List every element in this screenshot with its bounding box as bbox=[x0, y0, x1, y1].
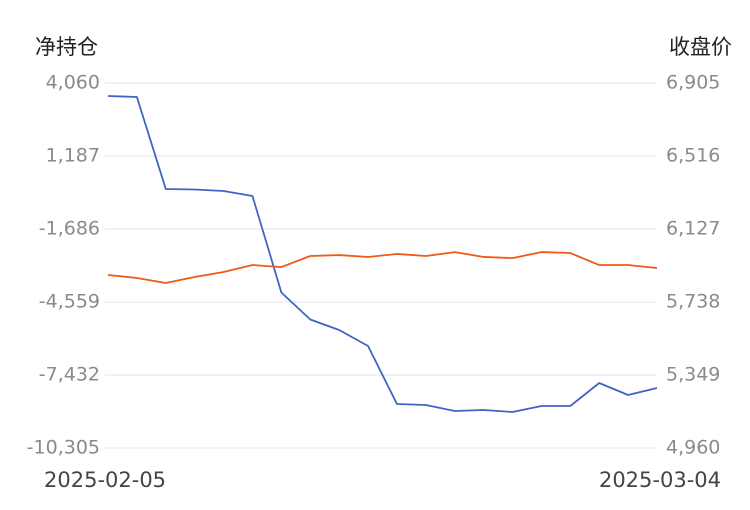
y-tick-label: -4,559 bbox=[39, 291, 100, 313]
y2-tick-label: 6,905 bbox=[666, 72, 720, 94]
line-series bbox=[107, 95, 658, 413]
y2-tick-label: 4,960 bbox=[666, 437, 720, 459]
line-series bbox=[107, 251, 658, 284]
y2-tick-label: 6,516 bbox=[666, 145, 720, 167]
y-axis-title: 净持仓 bbox=[35, 35, 98, 59]
y-tick-label: 1,187 bbox=[46, 145, 100, 167]
y-tick-label: 4,060 bbox=[46, 72, 100, 94]
y2-tick-label: 5,349 bbox=[666, 364, 720, 386]
x-tick-label: 2025-03-04 bbox=[599, 468, 721, 492]
y2-tick-label: 5,738 bbox=[666, 291, 720, 313]
y2-tick-label: 6,127 bbox=[666, 218, 720, 240]
y2-axis-title: 收盘价 bbox=[669, 35, 732, 59]
y-tick-label: -7,432 bbox=[39, 364, 100, 386]
y-tick-label: -10,305 bbox=[27, 437, 100, 459]
y-tick-label: -1,686 bbox=[39, 218, 100, 240]
x-tick-label: 2025-02-05 bbox=[44, 468, 166, 492]
